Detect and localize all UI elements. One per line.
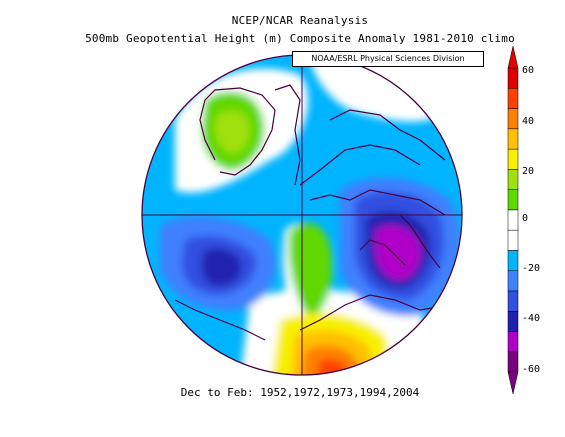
colorbar-tick: 60	[522, 65, 534, 76]
colorbar-cap-top	[507, 45, 519, 69]
colorbar-tick: -20	[522, 263, 540, 274]
colorbar-cell	[507, 108, 519, 130]
footer-caption: Dec to Feb: 1952,1972,1973,1994,2004	[180, 386, 420, 399]
coastlines	[174, 84, 451, 341]
colorbar-cell	[507, 128, 519, 150]
colorbar-cell	[507, 270, 519, 292]
colorbar-tick: -40	[522, 313, 540, 324]
colorbar-cell	[507, 148, 519, 170]
colorbar-cell	[507, 250, 519, 271]
colorbar-cell	[507, 209, 519, 231]
colorbar-cell	[507, 229, 519, 251]
colorbar-cell	[507, 331, 519, 352]
title-line-2: 500mb Geopotential Height (m) Composite …	[85, 32, 515, 45]
colorbar-tick: 20	[522, 166, 534, 177]
colorbar-cap-bottom	[507, 371, 519, 395]
colorbar-cell	[507, 189, 519, 211]
colorbar-tick: 0	[522, 213, 528, 224]
colorbar-cell	[507, 88, 519, 109]
colorbar-cell	[507, 290, 519, 312]
colorbar-tick: -60	[522, 364, 540, 375]
colorbar-cell	[507, 67, 519, 89]
anomaly-field	[142, 55, 462, 375]
credit-label: NOAA/ESRL Physical Sciences Division	[292, 51, 484, 67]
title-line-1: NCEP/NCAR Reanalysis	[231, 14, 369, 27]
colorbar-tick: 40	[522, 116, 534, 127]
colorbar-cell	[507, 310, 519, 332]
colorbar-cell	[507, 169, 519, 190]
colorbar-cell	[507, 351, 519, 373]
